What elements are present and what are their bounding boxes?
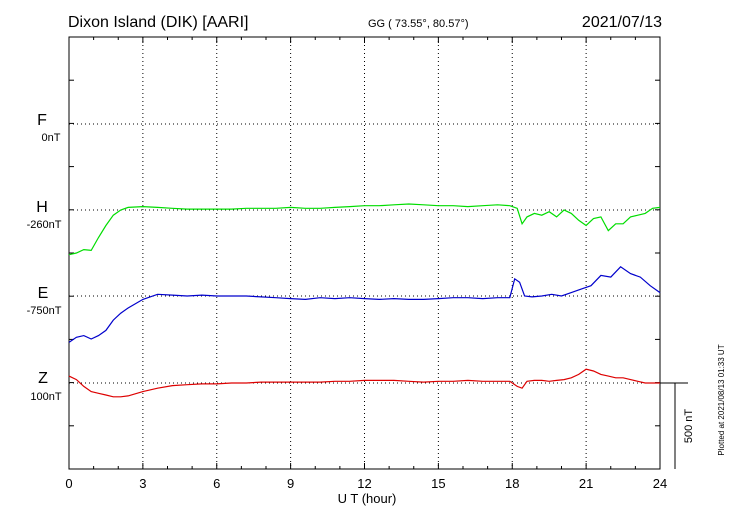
x-tick-label: 0	[65, 476, 72, 491]
x-axis-label: U T (hour)	[338, 491, 397, 506]
x-tick-label: 9	[287, 476, 294, 491]
channel-h-base: -260nT	[27, 219, 62, 231]
channel-e-base: -750nT	[27, 305, 62, 317]
scale-bar-label: 500 nT	[683, 409, 695, 444]
series-lines	[68, 203, 661, 398]
x-tick-label: 18	[505, 476, 519, 491]
x-tick-label: 12	[357, 476, 371, 491]
x-tick-label: 15	[431, 476, 445, 491]
grid-lines	[69, 37, 660, 469]
x-tick-label: 24	[653, 476, 667, 491]
x-tick-label: 3	[139, 476, 146, 491]
channel-h-label: H	[36, 199, 48, 216]
channel-f-base: 0nT	[42, 132, 61, 144]
plotted-timestamp: Plotted at 2021/08/13 01:33 UT	[717, 344, 726, 455]
x-tick-labels: 0 3 6 9 12 15 18 21 24	[65, 476, 667, 491]
series-line-h	[68, 203, 661, 256]
station-coords: GG ( 73.55°, 80.57°)	[368, 18, 469, 30]
channel-e-label: E	[38, 285, 49, 302]
date-label: 2021/07/13	[582, 14, 662, 31]
series-line-e	[68, 266, 661, 343]
channel-z-label: Z	[38, 370, 48, 387]
series-line-z	[68, 368, 660, 398]
channel-f-label: F	[37, 112, 47, 129]
x-tick-label: 21	[579, 476, 593, 491]
x-tick-label: 6	[213, 476, 220, 491]
station-title: Dixon Island (DIK) [AARI]	[68, 14, 249, 31]
channel-z-base: 100nT	[30, 391, 61, 403]
